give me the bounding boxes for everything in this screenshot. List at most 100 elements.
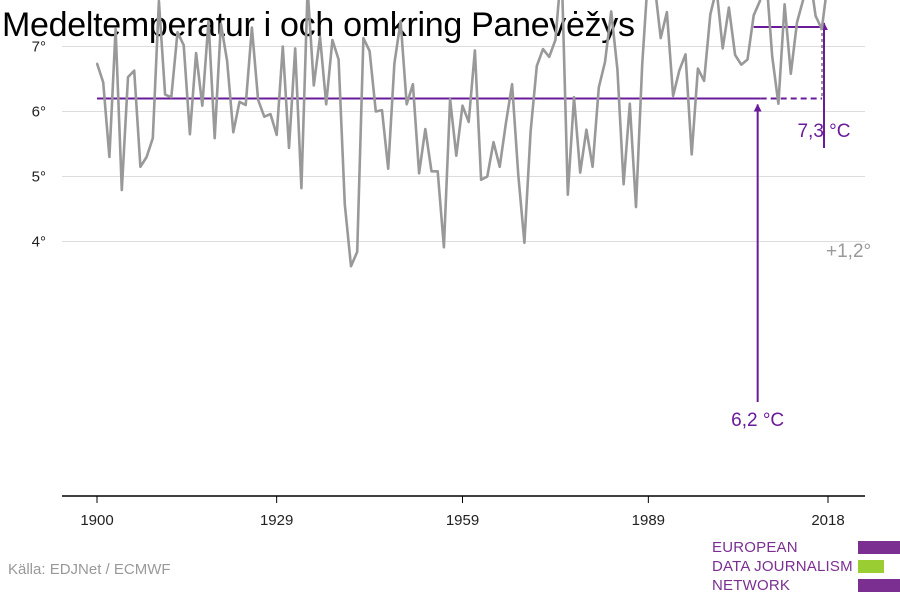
- data-point-1965: [498, 165, 501, 168]
- data-point-1907: [139, 165, 142, 168]
- data-point-1966: [505, 122, 507, 125]
- data-point-1937: [325, 103, 328, 106]
- data-point-1908: [145, 156, 148, 158]
- data-point-1942: [356, 251, 359, 253]
- data-point-1924: [244, 104, 247, 106]
- data-point-1935: [312, 84, 315, 87]
- data-point-1940: [343, 203, 346, 206]
- logo-bar-middle: [858, 560, 884, 573]
- data-point-2002: [728, 6, 730, 9]
- data-point-2010: [777, 102, 780, 105]
- data-point-1911: [164, 93, 167, 96]
- data-point-1910: [158, 0, 160, 2]
- x-tick-label-1929: 1929: [260, 512, 293, 529]
- data-point-1914: [182, 44, 185, 47]
- data-point-1921: [226, 59, 229, 62]
- logo-bar-top: [858, 541, 900, 554]
- data-point-1951: [412, 83, 414, 86]
- data-point-1962: [480, 178, 482, 181]
- data-point-1987: [635, 206, 637, 209]
- data-point-1993: [672, 95, 674, 97]
- data-point-1958: [455, 154, 458, 157]
- data-point-2007: [759, 0, 761, 2]
- data-point-1900: [96, 62, 98, 65]
- data-point-1979: [585, 128, 588, 131]
- data-point-1964: [492, 141, 495, 144]
- data-point-2012: [789, 72, 792, 75]
- data-point-1925: [251, 26, 253, 29]
- logo-text-european: EUROPEAN: [712, 539, 798, 556]
- data-point-1946: [381, 109, 383, 112]
- data-point-1999: [709, 13, 712, 16]
- data-point-1995: [684, 53, 687, 56]
- data-point-1922: [232, 131, 235, 134]
- data-point-1905: [127, 76, 129, 78]
- logo-text-network: NETWORK: [712, 577, 791, 594]
- data-point-1997: [697, 67, 699, 70]
- data-point-1961: [474, 49, 476, 52]
- y-tick-label-5: 5°: [32, 169, 46, 186]
- data-point-1972: [542, 48, 544, 50]
- data-point-2009: [771, 55, 774, 58]
- data-point-1904: [120, 189, 123, 192]
- x-tick-label-2018: 2018: [811, 512, 844, 529]
- data-point-1996: [690, 153, 693, 156]
- data-point-1992: [666, 11, 668, 14]
- x-axis: [62, 495, 865, 503]
- data-point-1926: [257, 98, 259, 101]
- data-point-1933: [300, 187, 303, 190]
- x-tick-labels: 1900 1929 1959 1989 2018: [80, 512, 844, 529]
- data-point-1943: [362, 37, 365, 39]
- data-point-1929: [275, 134, 278, 136]
- data-point-1927: [263, 115, 266, 118]
- data-point-1952: [418, 172, 420, 175]
- data-point-1967: [511, 83, 513, 86]
- chart-title: Medeltemperatur i och omkring Panevėžys: [2, 6, 635, 44]
- data-point-1919: [213, 137, 216, 140]
- data-point-2017: [820, 28, 823, 30]
- data-point-2006: [752, 14, 755, 17]
- data-point-1969: [523, 241, 526, 244]
- data-point-1970: [529, 130, 532, 133]
- data-point-1931: [288, 147, 290, 149]
- data-point-1948: [393, 62, 396, 65]
- data-point-1950: [405, 103, 408, 106]
- data-point-1991: [659, 37, 662, 39]
- data-point-1947: [387, 167, 390, 170]
- y-tick-label-6: 6°: [32, 104, 46, 121]
- data-point-2013: [796, 21, 798, 24]
- data-point-1909: [151, 137, 154, 140]
- data-point-1983: [610, 10, 613, 13]
- data-point-1949: [399, 20, 402, 23]
- data-point-2004: [740, 63, 743, 66]
- edjnet-logo: EUROPEAN DATA JOURNALISM NETWORK: [712, 539, 900, 595]
- data-point-1930: [281, 45, 284, 48]
- data-point-1945: [374, 110, 377, 113]
- y-tick-label-7: 7°: [32, 39, 46, 56]
- data-point-1920: [220, 22, 222, 25]
- data-point-1913: [176, 31, 179, 34]
- data-point-1982: [604, 61, 606, 63]
- x-tick-label-1959: 1959: [446, 512, 479, 529]
- data-point-1954: [430, 170, 433, 173]
- data-point-1932: [294, 47, 297, 50]
- data-point-1956: [443, 246, 445, 249]
- data-point-1953: [424, 128, 427, 130]
- data-point-1978: [579, 171, 582, 174]
- data-point-1901: [102, 81, 105, 84]
- data-point-1974: [554, 39, 557, 41]
- data-point-1903: [114, 28, 117, 30]
- data-point-1988: [641, 63, 644, 66]
- data-point-1959: [461, 104, 464, 107]
- data-point-1955: [436, 170, 439, 173]
- data-point-2005: [746, 58, 749, 61]
- baseline-label: 6,2 °C: [731, 410, 784, 431]
- data-point-1971: [535, 65, 538, 67]
- data-point-2011: [783, 3, 786, 6]
- data-point-1906: [133, 69, 136, 72]
- logo-bar-bottom: [858, 579, 900, 592]
- series-line-0: [95, 0, 827, 268]
- data-point-1944: [368, 50, 371, 52]
- y-tick-labels: 4°5°6°7°8°9°: [32, 39, 46, 251]
